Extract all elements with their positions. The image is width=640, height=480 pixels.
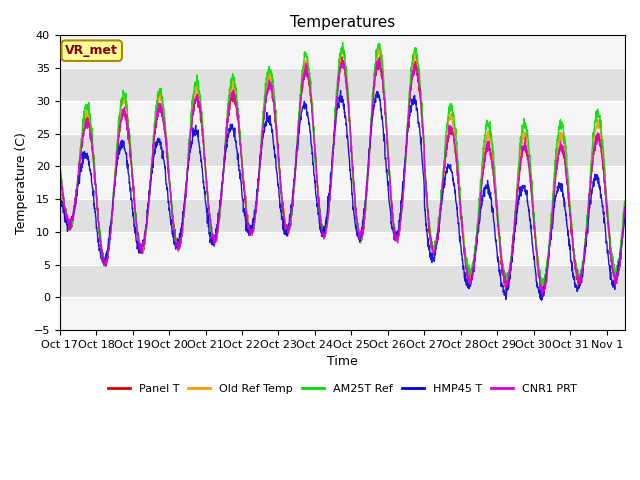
Bar: [60, 68, 625, 101]
Bar: [60, 232, 625, 264]
Y-axis label: Temperature (C): Temperature (C): [15, 132, 28, 234]
Legend: Panel T, Old Ref Temp, AM25T Ref, HMP45 T, CNR1 PRT: Panel T, Old Ref Temp, AM25T Ref, HMP45 …: [103, 379, 581, 398]
Bar: [60, 101, 625, 133]
Title: Temperatures: Temperatures: [290, 15, 395, 30]
Bar: [60, 167, 625, 199]
Bar: [60, 298, 625, 330]
Bar: [60, 133, 625, 167]
Text: VR_met: VR_met: [65, 44, 118, 57]
X-axis label: Time: Time: [327, 355, 358, 369]
Bar: [60, 264, 625, 298]
Bar: [60, 36, 625, 68]
Bar: [60, 199, 625, 232]
